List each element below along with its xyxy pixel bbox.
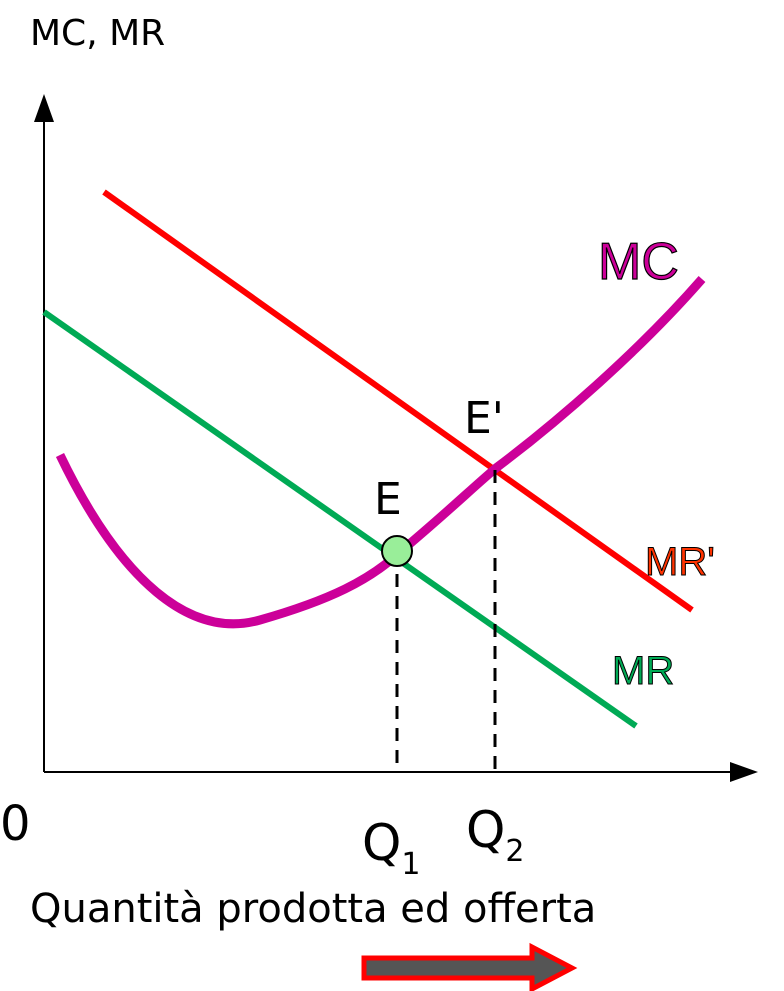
series-mr-prime-label: MR' [645, 540, 715, 584]
y-axis-label: MC, MR [30, 13, 165, 54]
point-e-label: E [374, 474, 402, 525]
x-axis-label: Quantità prodotta ed offerta [30, 886, 596, 932]
point-e-marker [381, 535, 413, 567]
direction-arrow [361, 942, 578, 991]
point-e-prime-label: E' [464, 393, 504, 444]
series-mc-curve [55, 276, 706, 629]
tick-q1-label: Q1 [362, 814, 420, 882]
series-mr-label: MR [612, 649, 674, 693]
series-mr-line [42, 309, 638, 729]
series-mc-label: MC [598, 233, 679, 291]
origin-label: 0 [0, 796, 31, 852]
tick-q2-label: Q2 [466, 801, 524, 869]
series-mr-prime-line [102, 189, 694, 613]
